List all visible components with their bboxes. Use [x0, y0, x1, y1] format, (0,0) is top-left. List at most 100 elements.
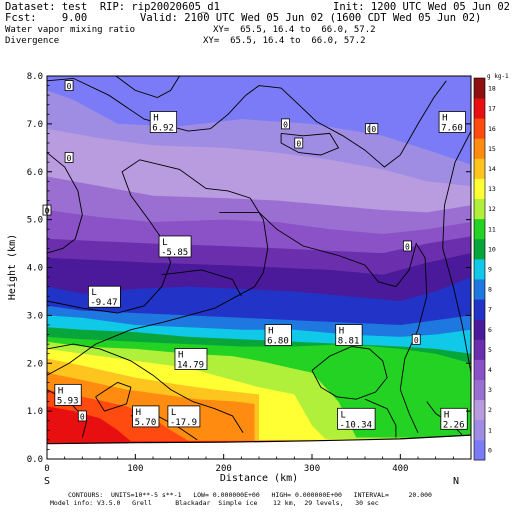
north-end-label: N — [453, 476, 459, 487]
svg-text:-5.85: -5.85 — [161, 248, 188, 258]
y-tick-label: 7.0 — [27, 120, 43, 130]
divergence-contour-8 — [47, 343, 244, 433]
svg-text:8.81: 8.81 — [338, 337, 360, 347]
svg-text:5.93: 5.93 — [57, 396, 79, 406]
svg-text:-10.34: -10.34 — [340, 420, 373, 430]
colorbar-swatch-5 — [474, 339, 485, 360]
contour-label: 0 — [369, 123, 379, 134]
svg-text:H: H — [58, 386, 63, 396]
dataset-label: Dataset: test RIP: rip20020605_d1 — [5, 1, 220, 13]
divergence-contour-6 — [161, 269, 242, 297]
svg-text:H: H — [444, 410, 449, 420]
colorbar-label: 2 — [488, 406, 492, 414]
colorbar-label: 14 — [488, 165, 496, 173]
high-label: H6.92 — [149, 111, 178, 133]
colorbar-label: 6 — [488, 326, 492, 334]
colorbar-label: 18 — [488, 85, 496, 93]
divergence-contour-4 — [442, 130, 471, 373]
init-label: Init: 1200 UTC Wed 05 Jun 02 — [333, 1, 511, 13]
svg-text:14.79: 14.79 — [177, 360, 204, 370]
y-tick-label: 6.0 — [27, 168, 43, 178]
x-axis-label: Distance (km) — [220, 473, 298, 484]
svg-text:H: H — [178, 350, 183, 360]
colorbar-label: 3 — [488, 386, 492, 394]
low-label: L-10.34 — [337, 407, 376, 430]
colorbar-swatch-10 — [474, 238, 485, 260]
colorbar-label: 17 — [488, 105, 496, 113]
colorbar-label: 13 — [488, 185, 496, 193]
y-axis-label: Height (km) — [7, 234, 18, 300]
colorbar-label: 5 — [488, 346, 492, 354]
field-1-label: Water vapor mixing ratio — [5, 25, 136, 35]
contour-label: 0 — [294, 137, 304, 149]
y-tick-label: 8.0 — [27, 72, 43, 82]
colorbar-label: 16 — [488, 125, 496, 133]
contour-label: 0 — [411, 333, 421, 345]
x-tick-label: 300 — [304, 464, 320, 474]
y-tick-label: 0.0 — [27, 455, 43, 465]
field-2-label: Divergence — [5, 36, 60, 46]
colorbar-swatch-9 — [474, 258, 485, 280]
svg-text:L: L — [171, 408, 176, 418]
colorbar-swatch-2 — [474, 399, 485, 421]
svg-text:H: H — [153, 113, 158, 123]
divergence-contour-5 — [47, 159, 269, 376]
valid-time-label: Valid: 2100 UTC Wed 05 Jun 02 (1600 CDT … — [140, 12, 482, 24]
x-tick-label: 200 — [216, 464, 232, 474]
svg-text:0: 0 — [405, 242, 410, 251]
colorbar-swatch-18 — [474, 78, 485, 99]
svg-text:H: H — [136, 408, 141, 418]
south-end-label: S — [44, 476, 50, 487]
high-label: H5.70 — [132, 405, 160, 428]
low-label: L-9.47 — [88, 285, 121, 308]
high-label: H8.81 — [335, 324, 363, 347]
low-label: L-17.9 — [167, 405, 201, 428]
colorbar-label: 11 — [488, 225, 496, 233]
divergence-contour-0 — [47, 77, 447, 168]
colorbar-swatch-7 — [474, 299, 485, 320]
colorbar-label: 10 — [488, 245, 496, 253]
x-tick-label: 400 — [392, 464, 408, 474]
high-label: H2.26 — [440, 407, 468, 430]
divergence-contour-2 — [280, 132, 340, 156]
divergence-contour-12 — [364, 398, 397, 438]
terrain — [47, 435, 471, 459]
contour-label: 0 — [281, 118, 290, 129]
svg-text:2.26: 2.26 — [443, 420, 465, 430]
colorbar-label: 0 — [488, 446, 492, 454]
svg-text:0: 0 — [371, 125, 376, 134]
svg-text:H: H — [339, 327, 344, 337]
contour-label: 0 — [402, 240, 412, 251]
svg-text:6.80: 6.80 — [267, 337, 289, 347]
x-tick-label: 100 — [127, 464, 143, 474]
colorbar-swatch-6 — [474, 319, 485, 340]
divergence-contour-7 — [219, 211, 428, 433]
model-info: Model info: V3.5.0 Grell Blackadar Simpl… — [50, 499, 379, 507]
y-tick-label: 4.0 — [27, 264, 43, 274]
colorbar-swatch-14 — [474, 158, 485, 179]
high-label: H6.80 — [264, 324, 292, 347]
divergence-contour-9 — [311, 346, 388, 400]
colorbar-label: 9 — [488, 266, 492, 274]
svg-text:6.92: 6.92 — [152, 123, 174, 133]
colorbar-label: 1 — [488, 426, 492, 434]
field-1-xsection: XY= 65.5, 16.4 to 66.0, 57.2 — [213, 25, 376, 35]
x-tick-label: 0 — [44, 464, 49, 474]
high-label: H7.60 — [438, 111, 466, 133]
contour-label: 0 — [77, 410, 87, 421]
colorbar-label: 4 — [488, 366, 492, 374]
svg-text:0: 0 — [283, 120, 288, 129]
divergence-contour-1 — [115, 76, 180, 98]
svg-text:L: L — [91, 288, 96, 298]
colorbar-swatch-13 — [474, 178, 485, 200]
svg-text:5.70: 5.70 — [135, 418, 157, 428]
colorbar-swatch-8 — [474, 279, 485, 300]
svg-text:7.60: 7.60 — [441, 123, 463, 133]
colorbar-swatch-11 — [474, 218, 485, 240]
svg-text:H: H — [268, 327, 273, 337]
svg-text:0: 0 — [414, 336, 419, 345]
colorbar-swatch-16 — [474, 118, 485, 139]
colorbar-swatch-1 — [474, 419, 485, 441]
svg-text:L: L — [162, 238, 167, 248]
colorbar-label: 12 — [488, 205, 496, 213]
